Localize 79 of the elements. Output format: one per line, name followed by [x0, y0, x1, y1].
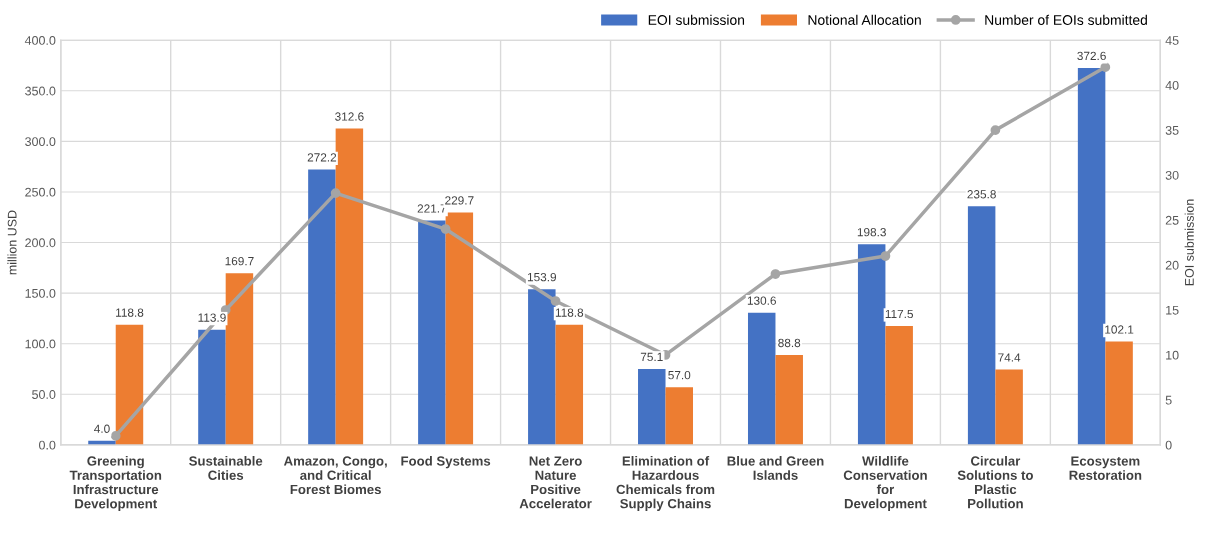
bar	[115, 324, 144, 445]
x-tick-label: Food Systems	[401, 455, 491, 469]
bar	[528, 289, 556, 445]
point	[550, 296, 561, 306]
y-axis-title: million USD	[7, 210, 17, 275]
bar	[857, 244, 886, 445]
x-tick-label: Net Zero Nature Positive Accelerator	[519, 456, 592, 509]
bar	[665, 387, 694, 445]
bar	[995, 369, 1023, 445]
bar	[1077, 67, 1106, 445]
y-tick-label: 150.0	[25, 288, 56, 298]
data-label: 102.1	[1105, 325, 1134, 334]
y2-tick-label: 15	[1166, 305, 1179, 315]
x-tick-label: Circular Solutions to Plastic Pollution	[957, 455, 1033, 509]
y2-tick-label: 35	[1165, 125, 1179, 135]
y2-tick-label: 40	[1165, 80, 1179, 90]
data-label: 198.3	[857, 228, 886, 237]
bar	[1105, 341, 1133, 445]
data-label: 118.8	[555, 308, 584, 317]
bar	[308, 169, 336, 445]
x-tick-label: Blue and Green Islands	[727, 455, 824, 480]
data-label: 113.9	[198, 313, 226, 322]
y-tick-label: 200.0	[25, 238, 56, 248]
legend-label: Notional Allocation	[808, 14, 921, 25]
point	[330, 188, 341, 198]
x-tick-label: Wildlife Conservation for Development	[843, 455, 927, 511]
y2-tick-label: 30	[1165, 170, 1179, 180]
data-label: 169.7	[225, 256, 254, 266]
data-label: 74.4	[998, 353, 1021, 362]
point	[110, 431, 121, 441]
data-label: 272.2	[307, 153, 337, 162]
bar	[555, 324, 584, 445]
y-tick-label: 250.0	[25, 187, 56, 197]
data-label: 4.0	[94, 424, 110, 433]
data-label: 57.0	[668, 370, 691, 380]
data-label: 118.8	[116, 308, 144, 317]
bar	[775, 355, 803, 445]
data-label: 372.6	[1077, 51, 1106, 61]
y2-tick-label: 25	[1165, 215, 1179, 225]
data-label: 75.1	[640, 352, 663, 362]
data-label: 229.7	[445, 196, 474, 205]
point	[440, 224, 451, 234]
y-tick-label: 50.0	[32, 390, 56, 399]
legend-label: EOI submission	[648, 14, 745, 25]
bar	[335, 128, 364, 445]
y2-tick-label: 10	[1166, 350, 1179, 360]
data-label: 312.6	[335, 112, 364, 121]
y2-tick-label: 5	[1165, 395, 1172, 405]
y-tick-label: 0.0	[39, 440, 56, 450]
data-label: 153.9	[527, 272, 557, 282]
bar	[198, 329, 226, 445]
y-tick-label: 400.0	[24, 36, 56, 45]
y2-tick-label: 0	[1165, 440, 1172, 450]
y-tick-label: 100.0	[25, 339, 56, 349]
y2-tick-label: 20	[1165, 260, 1179, 270]
data-label: 130.6	[747, 296, 776, 305]
point	[770, 269, 781, 279]
bar	[418, 220, 446, 445]
y-tick-label: 300.0	[25, 137, 56, 147]
x-tick-label: Elimination of Hazardous Chemicals from Supply Chains	[616, 455, 715, 511]
bar	[638, 368, 666, 445]
legend-label: Number of EOIs submitted	[985, 14, 1147, 25]
bar	[885, 326, 913, 445]
y2-tick-label: 45	[1165, 36, 1179, 45]
data-label: 117.5	[885, 309, 914, 319]
x-tick-label: Sustainable Cities	[189, 455, 263, 480]
y2-axis-title: EOI submission	[1184, 199, 1194, 286]
bar	[445, 212, 474, 445]
point	[880, 251, 891, 261]
point	[990, 125, 1001, 135]
bar	[967, 206, 996, 445]
bar	[747, 312, 776, 445]
x-tick-label: Amazon, Congo, and Critical Forest Biomes	[283, 456, 387, 495]
x-tick-label: Ecosystem Restoration	[1069, 456, 1142, 480]
bar	[225, 273, 254, 445]
x-tick-label: Greening Transportation Infrastructure Development	[69, 455, 162, 511]
data-label: 88.8	[778, 338, 801, 348]
data-label: 235.8	[967, 190, 996, 199]
y-tick-label: 350.0	[25, 86, 56, 96]
